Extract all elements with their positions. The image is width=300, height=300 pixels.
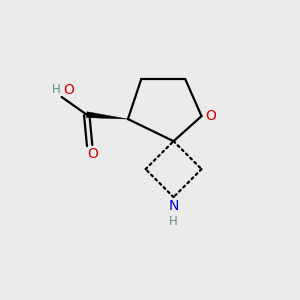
Text: O: O	[63, 83, 74, 97]
Text: N: N	[168, 200, 179, 214]
Text: O: O	[88, 147, 99, 161]
Polygon shape	[86, 112, 128, 119]
Text: O: O	[205, 109, 216, 122]
Text: H: H	[51, 82, 60, 95]
Text: H: H	[169, 215, 178, 228]
